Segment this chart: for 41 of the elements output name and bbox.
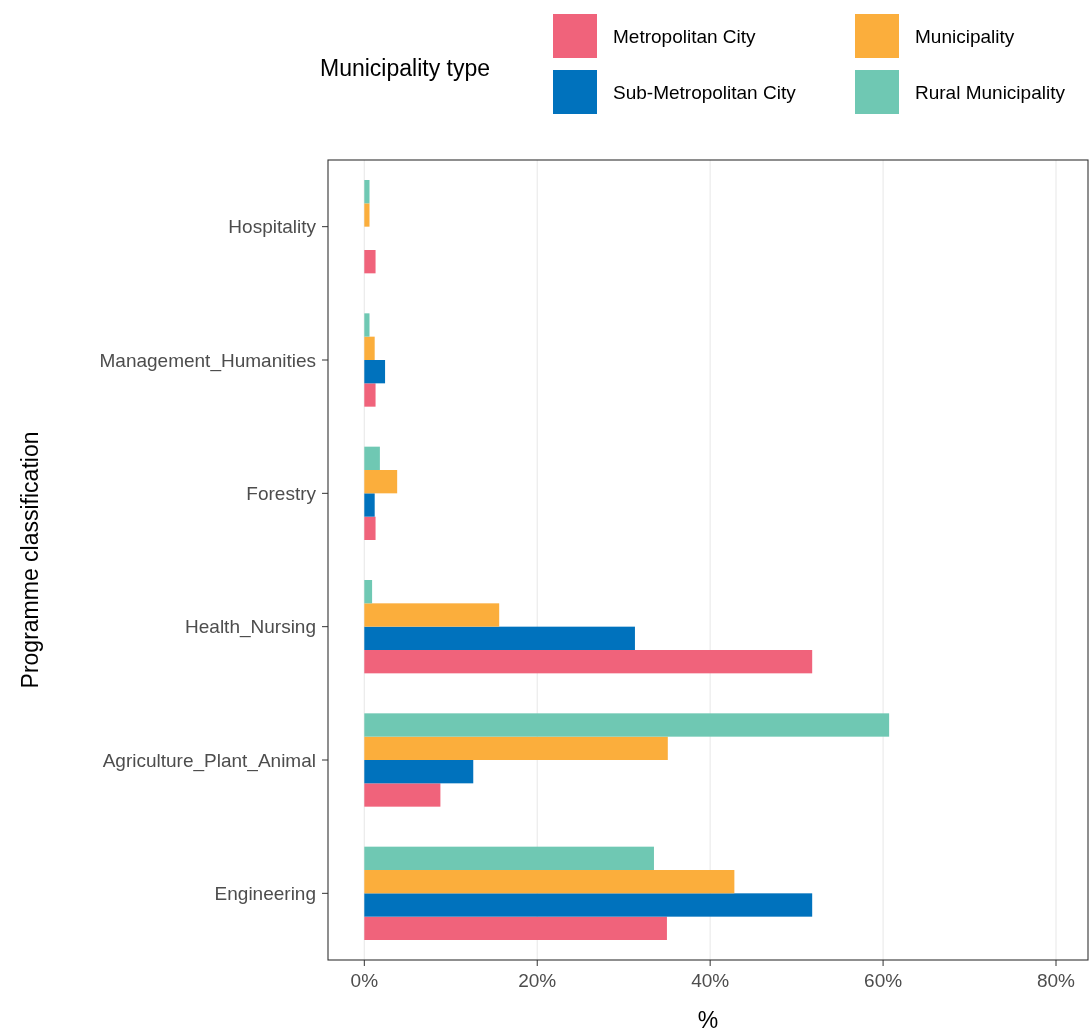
bar	[364, 846, 654, 870]
x-tick-label: 40%	[691, 970, 730, 991]
bar	[364, 650, 813, 674]
bar	[364, 916, 667, 940]
bar	[364, 493, 375, 517]
x-tick-label: 80%	[1036, 970, 1076, 991]
bar	[364, 783, 441, 807]
bar	[364, 383, 376, 407]
legend-label: Rural Municipality	[915, 81, 1066, 103]
bar	[364, 760, 474, 784]
bar	[364, 446, 380, 470]
bar	[364, 870, 735, 894]
y-tick-label: Agriculture_Plant_Animal	[102, 749, 316, 772]
bar	[364, 360, 386, 384]
y-axis-title: Programme classification	[17, 431, 43, 689]
legend-label: Sub-Metropolitan City	[613, 81, 797, 103]
x-tick-label: 60%	[864, 970, 903, 991]
legend-label: Municipality	[915, 25, 1015, 47]
legend-title: Municipality type	[320, 55, 491, 81]
x-tick-label: 0%	[350, 970, 379, 991]
y-tick-label: Management_Humanities	[99, 349, 316, 372]
bar	[364, 626, 635, 650]
y-tick-label: Health_Nursing	[185, 616, 316, 639]
bar	[364, 580, 373, 604]
y-tick-label: Forestry	[246, 482, 317, 504]
bar	[364, 713, 890, 737]
x-axis-title: %	[697, 1007, 719, 1030]
bar	[364, 603, 500, 627]
bar	[364, 736, 668, 760]
bar	[364, 250, 376, 274]
x-tick-label: 20%	[518, 970, 557, 991]
bar	[364, 180, 370, 204]
bar	[364, 336, 375, 360]
bar	[364, 516, 376, 540]
bar	[364, 203, 370, 227]
bar	[364, 893, 813, 917]
bar	[364, 470, 398, 494]
bar	[364, 313, 370, 337]
legend-label: Metropolitan City	[613, 25, 757, 47]
y-tick-label: Hospitality	[228, 216, 317, 238]
y-tick-label: Engineering	[214, 882, 316, 904]
